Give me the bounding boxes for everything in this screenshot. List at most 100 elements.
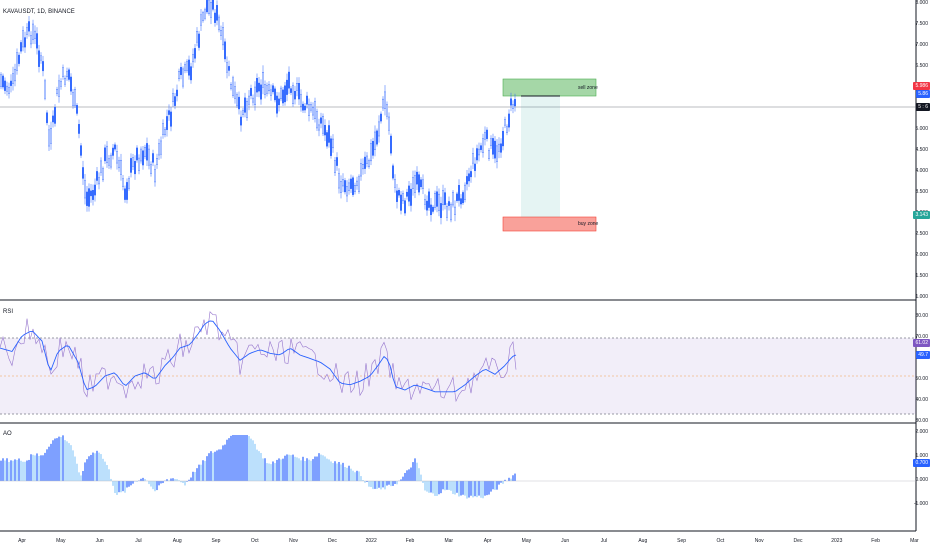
candle-body	[276, 95, 278, 114]
ao-bar	[50, 443, 52, 481]
ao-bar	[236, 435, 238, 481]
candle-body	[40, 55, 42, 61]
candle-body	[476, 148, 478, 161]
price-axis-label: 2.500	[915, 231, 928, 237]
candle-body	[200, 14, 202, 26]
candle-body	[350, 178, 352, 189]
candle-body	[450, 204, 452, 221]
ao-bar	[38, 455, 40, 481]
candle-body	[210, 2, 212, 18]
ao-bar	[214, 451, 216, 481]
candle-body	[14, 68, 16, 82]
candle-body	[260, 84, 262, 100]
ao-bar	[154, 481, 156, 492]
ao-bar	[188, 479, 190, 481]
rsi-badge-a: 61.02	[913, 339, 930, 347]
price-axis-label: 7.000	[915, 42, 928, 48]
candle-body	[58, 80, 60, 97]
ao-bar	[216, 450, 218, 481]
ao-bar	[512, 475, 514, 481]
ao-bar	[184, 481, 186, 486]
ao-bar	[224, 444, 226, 481]
candle-body	[480, 145, 482, 150]
ao-bar	[64, 440, 66, 481]
candle-body	[504, 119, 506, 126]
ao-bar	[204, 460, 206, 481]
price-badge-last: 5.86	[916, 90, 930, 98]
time-axis-label: May	[521, 538, 532, 544]
candle-body	[206, 0, 208, 13]
ao-bar	[18, 458, 20, 481]
ao-bar	[484, 481, 486, 496]
candle-body	[502, 131, 504, 147]
candle-body	[90, 190, 92, 197]
candle-body	[246, 100, 248, 118]
ao-bar	[466, 481, 468, 499]
time-axis-label: Sep	[211, 538, 221, 544]
ao-bar	[206, 456, 208, 481]
candle-body	[430, 204, 432, 216]
ao-bar	[276, 459, 278, 481]
ao-label: AO	[3, 431, 12, 437]
candle-body	[84, 180, 86, 199]
candle-body	[290, 88, 292, 93]
candle-body	[496, 145, 498, 162]
candle-body	[466, 176, 468, 185]
candle-body	[288, 71, 290, 89]
price-axis-label: 3.500	[915, 189, 928, 195]
candle-body	[266, 85, 268, 94]
ao-bar	[48, 446, 50, 481]
ao-bar	[342, 462, 344, 481]
price-badge-top: 5.986	[913, 82, 930, 90]
rsi-ma-line	[0, 320, 517, 393]
ao-bar	[348, 465, 350, 481]
candle-body	[158, 143, 160, 156]
price-axis-label: 5.000	[915, 126, 928, 132]
ao-bar	[254, 443, 256, 481]
ao-bar	[356, 470, 358, 481]
candle-body	[16, 52, 18, 71]
ao-bar	[4, 460, 6, 481]
rsi-axis-label: 80.00	[915, 313, 928, 319]
ao-bar	[232, 435, 234, 481]
candle-body	[160, 140, 162, 155]
ao-bar	[350, 468, 352, 481]
candle-body	[354, 185, 356, 192]
ao-bar	[480, 481, 482, 498]
time-axis-label: 2023	[831, 538, 843, 544]
ao-bar	[410, 467, 412, 481]
candle-body	[398, 190, 400, 196]
candle-body	[366, 155, 368, 164]
ao-bar	[24, 461, 26, 481]
price-axis-label: 7.500	[915, 21, 928, 27]
ao-bar	[192, 471, 194, 481]
candle-body	[198, 33, 200, 48]
time-axis-label: Jun	[561, 538, 570, 544]
ao-bar	[108, 469, 110, 481]
candle-body	[122, 178, 124, 187]
candle-body	[68, 69, 70, 80]
candle-body	[370, 143, 372, 162]
ao-bar	[256, 449, 258, 481]
ao-bar	[130, 481, 132, 486]
time-axis-label: May	[56, 538, 66, 544]
candle-body	[8, 87, 10, 94]
price-badge-low: 3.143	[913, 211, 930, 219]
candle-body	[96, 171, 98, 181]
ao-bar	[102, 458, 104, 481]
ao-bar	[358, 471, 360, 481]
candle-body	[510, 98, 512, 106]
ao-bar	[446, 481, 448, 490]
candle-body	[472, 153, 474, 164]
ao-bar	[250, 438, 252, 481]
candle-body	[4, 80, 6, 91]
time-axis-label: Feb	[871, 538, 880, 544]
ao-bar	[486, 481, 488, 496]
candle-body	[148, 148, 150, 166]
ao-bar	[328, 459, 330, 481]
price-axis-label: 2.000	[915, 252, 928, 258]
candle-body	[320, 117, 322, 124]
candle-body	[304, 105, 306, 111]
ao-bar	[68, 443, 70, 481]
